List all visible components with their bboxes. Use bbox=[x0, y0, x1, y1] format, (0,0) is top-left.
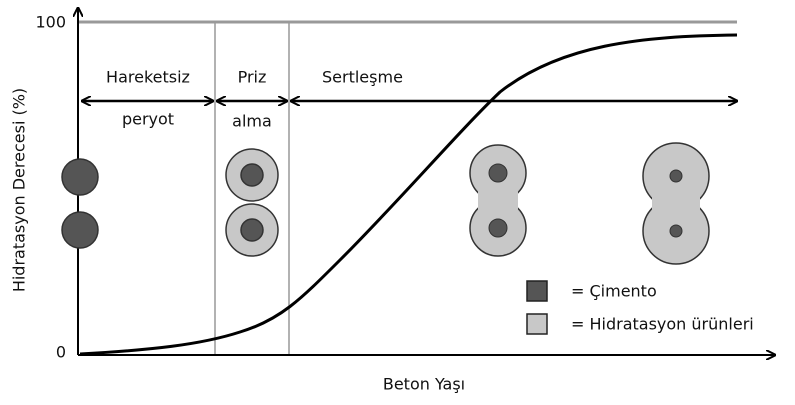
legend-label: = Çimento bbox=[571, 282, 657, 301]
phase-label: peryot bbox=[122, 110, 174, 129]
y-axis-title: Hidratasyon Derecesi (%) bbox=[10, 88, 29, 292]
phase-label: Priz bbox=[238, 68, 267, 87]
y-tick-label: 0 bbox=[56, 343, 66, 362]
hydration-curve bbox=[79, 33, 738, 356]
phase-label: Hareketsiz bbox=[106, 68, 190, 87]
legend-label: = Hidratasyon ürünleri bbox=[571, 315, 754, 334]
legend-swatch bbox=[526, 313, 548, 335]
phase-label: Sertleşme bbox=[322, 68, 403, 87]
y-tick-label: 100 bbox=[35, 13, 66, 32]
phase-label: alma bbox=[232, 112, 272, 131]
legend-swatch bbox=[526, 280, 548, 302]
particles-hardened bbox=[642, 142, 710, 265]
particles-setting bbox=[225, 148, 279, 257]
x-axis-title: Beton Yaşı bbox=[383, 375, 465, 394]
particles-hardening bbox=[469, 144, 527, 257]
particles-idle bbox=[61, 158, 99, 249]
